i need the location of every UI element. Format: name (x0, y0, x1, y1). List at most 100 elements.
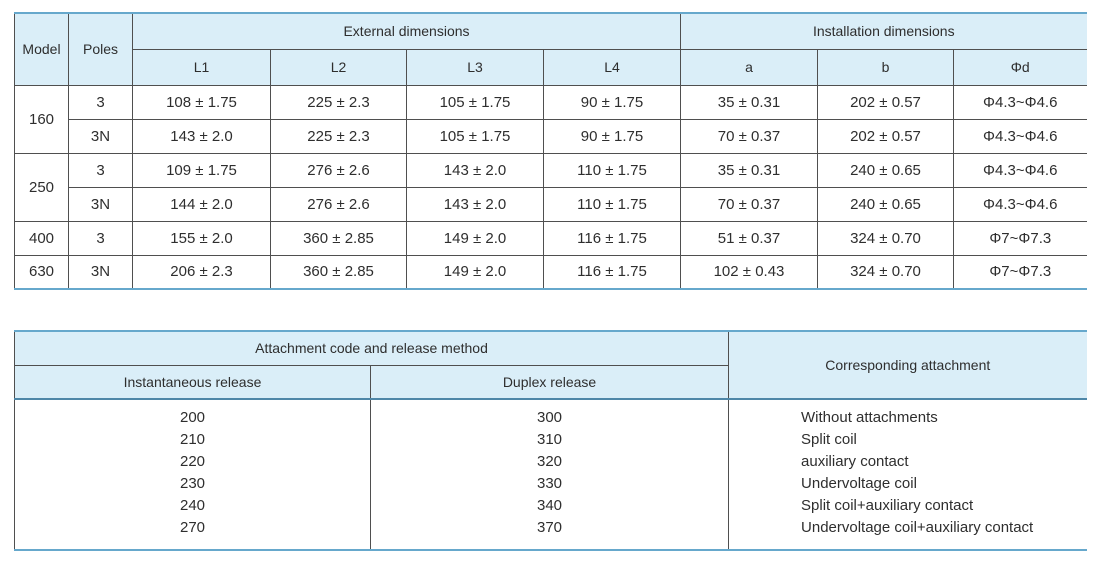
value-cell: Φ4.3~Φ4.6 (952, 84, 1088, 120)
value-cell: 324 ± 0.70 (817, 254, 954, 290)
code-item: 220 (179, 453, 206, 470)
value-cell: 240 ± 0.65 (817, 186, 954, 222)
code-item: 310 (536, 431, 563, 448)
value-cell: 360 ± 2.85 (270, 220, 407, 256)
code-item: 300 (536, 409, 563, 426)
col-header-b: b (817, 48, 954, 86)
col-header-l3: L3 (406, 48, 544, 86)
attachment-item: Split coil+auxiliary contact (801, 497, 974, 514)
value-cell: 206 ± 2.3 (132, 254, 271, 290)
value-cell: 108 ± 1.75 (132, 84, 271, 120)
header-row-sub: L1 L2 L3 L4 a b Φd (15, 48, 1088, 86)
code-item: 230 (179, 475, 206, 492)
dimension-table: Model Poles External dimensions Installa… (14, 12, 1088, 290)
model-cell: 250 (14, 152, 69, 222)
value-cell: Φ4.3~Φ4.6 (952, 118, 1088, 154)
model-cell: 400 (14, 220, 69, 256)
poles-cell: 3 (68, 220, 133, 256)
code-item: 240 (179, 497, 206, 514)
code-item: 200 (179, 409, 206, 426)
attachment-table: Attachment code and release method Corre… (13, 330, 1088, 551)
value-cell: 102 ± 0.43 (680, 254, 818, 290)
poles-cell: 3N (68, 186, 133, 222)
attachment-item: Undervoltage coil+auxiliary contact (801, 519, 1034, 536)
col-header-model: Model (14, 12, 69, 86)
header-row-groups: Model Poles External dimensions Installa… (14, 12, 1088, 86)
value-cell: Φ7~Φ7.3 (952, 220, 1088, 256)
table-row: 200 210 220 230 240 270 300 310 320 330 … (14, 398, 1088, 551)
value-cell: 276 ± 2.6 (270, 152, 407, 188)
col-group-external-dimensions: External dimensions (132, 12, 681, 50)
poles-cell: 3N (68, 118, 133, 154)
model-cell: 160 (14, 84, 69, 154)
value-cell: 143 ± 2.0 (132, 118, 271, 154)
attachment-item: Split coil (801, 431, 857, 448)
value-cell: 70 ± 0.37 (680, 118, 818, 154)
dimension-table-body: 160 3 108 ± 1.75 225 ± 2.3 105 ± 1.75 90… (14, 84, 1088, 290)
value-cell: 70 ± 0.37 (680, 186, 818, 222)
poles-cell: 3N (68, 254, 133, 290)
attachment-table-body: 200 210 220 230 240 270 300 310 320 330 … (14, 398, 1088, 551)
code-item: 320 (536, 453, 563, 470)
poles-cell: 3 (68, 84, 133, 120)
value-cell: 225 ± 2.3 (270, 118, 407, 154)
value-cell: 143 ± 2.0 (406, 152, 544, 188)
col-group-attachment-code: Attachment code and release method (13, 330, 730, 366)
table-row: 630 3N 206 ± 2.3 360 ± 2.85 149 ± 2.0 11… (14, 254, 1088, 290)
table-row: 400 3 155 ± 2.0 360 ± 2.85 149 ± 2.0 116… (14, 220, 1088, 256)
value-cell: 324 ± 0.70 (817, 220, 954, 256)
value-cell: Φ4.3~Φ4.6 (952, 186, 1088, 222)
poles-cell: 3 (68, 152, 133, 188)
table-row: 3N 143 ± 2.0 225 ± 2.3 105 ± 1.75 90 ± 1… (15, 118, 1088, 154)
table-row: 160 3 108 ± 1.75 225 ± 2.3 105 ± 1.75 90… (14, 84, 1088, 154)
col-header-l1: L1 (132, 48, 271, 86)
value-cell: 149 ± 2.0 (406, 254, 544, 290)
value-cell: 116 ± 1.75 (543, 254, 681, 290)
code-item: 270 (179, 519, 206, 536)
code-item: 340 (536, 497, 563, 514)
col-header-phi-d: Φd (952, 48, 1088, 86)
value-cell: 202 ± 0.57 (817, 118, 954, 154)
table-row: 3N 144 ± 2.0 276 ± 2.6 143 ± 2.0 110 ± 1… (15, 186, 1088, 222)
value-cell: 105 ± 1.75 (406, 118, 544, 154)
duplex-codes-cell: 300 310 320 330 340 370 (369, 398, 730, 551)
attachment-item: Undervoltage coil (801, 475, 917, 492)
col-header-a: a (680, 48, 818, 86)
value-cell: 51 ± 0.37 (680, 220, 818, 256)
value-cell: 149 ± 2.0 (406, 220, 544, 256)
value-cell: 360 ± 2.85 (270, 254, 407, 290)
header-row-sub: Instantaneous release Duplex release (14, 364, 1087, 400)
dimension-table-header: Model Poles External dimensions Installa… (14, 12, 1088, 86)
code-item: 330 (536, 475, 563, 492)
value-cell: 144 ± 2.0 (132, 186, 271, 222)
attachment-item: Without attachments (801, 409, 938, 426)
value-cell: 155 ± 2.0 (132, 220, 271, 256)
col-header-corresponding-attachment: Corresponding attachment (728, 330, 1088, 400)
value-cell: 109 ± 1.75 (132, 152, 271, 188)
code-item: 210 (179, 431, 206, 448)
model-cell: 630 (14, 254, 69, 290)
table-row: 250 3 109 ± 1.75 276 ± 2.6 143 ± 2.0 110… (14, 152, 1088, 222)
instantaneous-codes-cell: 200 210 220 230 240 270 (14, 398, 371, 551)
value-cell: 143 ± 2.0 (406, 186, 544, 222)
value-cell: 240 ± 0.65 (817, 152, 954, 188)
col-header-l2: L2 (270, 48, 407, 86)
value-cell: 110 ± 1.75 (543, 152, 681, 188)
attachment-item: auxiliary contact (801, 453, 909, 470)
value-cell: 110 ± 1.75 (543, 186, 681, 222)
code-item: 370 (536, 519, 563, 536)
corresponding-attachments-cell: Without attachments Split coil auxiliary… (728, 398, 1088, 551)
value-cell: 225 ± 2.3 (270, 84, 407, 120)
attachment-table-header: Attachment code and release method Corre… (13, 330, 1088, 400)
col-header-l4: L4 (543, 48, 681, 86)
value-cell: 35 ± 0.31 (680, 84, 818, 120)
col-group-installation-dimensions: Installation dimensions (679, 12, 1088, 50)
header-row-span: Attachment code and release method Corre… (13, 330, 1088, 400)
value-cell: 90 ± 1.75 (543, 84, 681, 120)
col-header-duplex-release: Duplex release (369, 364, 730, 400)
value-cell: 202 ± 0.57 (817, 84, 954, 120)
value-cell: 105 ± 1.75 (406, 84, 544, 120)
value-cell: 35 ± 0.31 (680, 152, 818, 188)
value-cell: 90 ± 1.75 (543, 118, 681, 154)
col-header-poles: Poles (68, 12, 133, 86)
